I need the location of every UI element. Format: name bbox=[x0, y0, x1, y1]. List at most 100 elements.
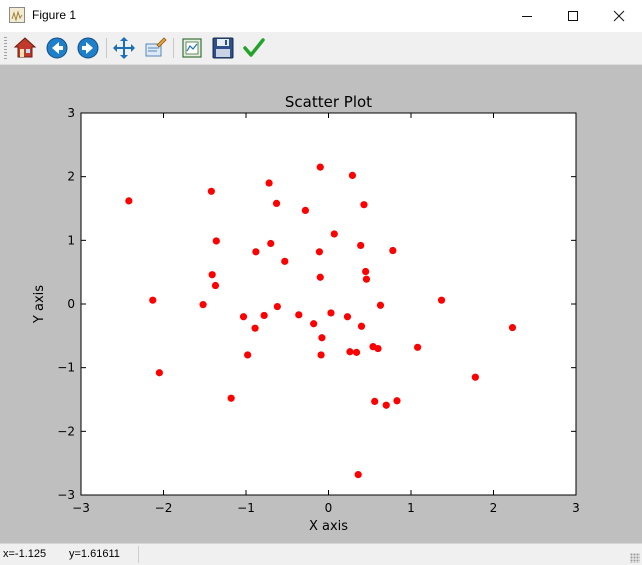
x-tick-label: 0 bbox=[325, 501, 333, 515]
x-tick-label: −3 bbox=[72, 501, 90, 515]
scatter-point bbox=[272, 199, 281, 208]
scatter-point bbox=[376, 301, 385, 309]
scatter-point bbox=[301, 206, 309, 215]
subplots-button[interactable] bbox=[179, 35, 205, 61]
status-bar: x=-1.125 y=1.61611 bbox=[0, 543, 642, 565]
scatter-point bbox=[155, 369, 163, 377]
scatter-point bbox=[437, 296, 446, 304]
scatter-point bbox=[362, 275, 371, 283]
scatter-point bbox=[252, 248, 260, 256]
y-tick-label: 0 bbox=[67, 297, 75, 311]
scatter-point bbox=[211, 281, 220, 290]
checkmark-icon bbox=[243, 38, 265, 57]
pan-button[interactable] bbox=[111, 35, 137, 61]
back-button[interactable] bbox=[44, 35, 70, 61]
window-title-bar[interactable]: Figure 1 bbox=[0, 0, 642, 32]
home-button[interactable] bbox=[12, 35, 38, 61]
scatter-point bbox=[389, 246, 397, 255]
scatter-point bbox=[310, 320, 318, 328]
scatter-point bbox=[471, 373, 479, 381]
scatter-point bbox=[393, 397, 401, 405]
maximize-icon bbox=[568, 11, 578, 21]
scatter-point bbox=[199, 301, 207, 309]
scatter-point bbox=[371, 397, 379, 406]
scatter-point bbox=[125, 197, 133, 205]
status-divider bbox=[138, 546, 139, 563]
toolbar-separator bbox=[106, 38, 107, 58]
scatter-point bbox=[414, 343, 422, 351]
cursor-x-readout: x=-1.125 bbox=[3, 548, 47, 560]
floppy-disk-icon bbox=[212, 37, 234, 59]
toolbar-grip[interactable] bbox=[4, 37, 7, 59]
window-title: Figure 1 bbox=[32, 8, 77, 22]
scatter-point bbox=[354, 471, 362, 479]
save-button[interactable] bbox=[210, 35, 236, 61]
scatter-point bbox=[382, 401, 390, 409]
scatter-point bbox=[346, 348, 354, 356]
maximize-button[interactable] bbox=[550, 0, 596, 32]
scatter-point bbox=[360, 201, 368, 209]
y-tick-label: 1 bbox=[67, 233, 75, 247]
subplots-icon bbox=[182, 38, 202, 58]
x-tick-label: 3 bbox=[572, 501, 580, 515]
zoom-rect-icon bbox=[145, 37, 167, 57]
chart-title: Scatter Plot bbox=[285, 93, 372, 111]
y-tick-label: 2 bbox=[67, 170, 75, 184]
scatter-point bbox=[352, 348, 361, 356]
minimize-button[interactable] bbox=[504, 0, 550, 32]
y-tick-label: −3 bbox=[57, 488, 75, 502]
x-tick-label: 1 bbox=[407, 501, 415, 515]
y-tick-label: −1 bbox=[57, 361, 75, 375]
scatter-points bbox=[125, 163, 517, 479]
scatter-point bbox=[357, 241, 365, 250]
scatter-point bbox=[317, 351, 325, 359]
scatter-point bbox=[281, 257, 289, 265]
scatter-point bbox=[374, 344, 382, 353]
scatter-point bbox=[239, 313, 248, 321]
x-tick-label: −2 bbox=[155, 501, 173, 515]
plot-area[interactable] bbox=[80, 112, 577, 496]
scatter-point bbox=[207, 187, 215, 195]
scatter-point bbox=[244, 351, 252, 359]
close-icon bbox=[613, 10, 625, 22]
scatter-point bbox=[316, 163, 324, 171]
scatter-point bbox=[315, 248, 324, 256]
scatter-point bbox=[227, 394, 235, 402]
scatter-point bbox=[149, 296, 157, 304]
x-axis-label: X axis bbox=[309, 519, 348, 534]
y-tick-label: 3 bbox=[67, 106, 75, 120]
scatter-point bbox=[267, 239, 275, 248]
scatter-point bbox=[273, 302, 281, 311]
scatter-point bbox=[316, 273, 324, 281]
edit-button[interactable] bbox=[241, 35, 267, 61]
cursor-y-readout: y=1.61611 bbox=[69, 548, 120, 560]
scatter-point bbox=[212, 237, 220, 245]
figure-app-icon bbox=[9, 7, 25, 23]
scatter-point bbox=[260, 311, 268, 320]
scatter-point bbox=[343, 313, 352, 321]
scatter-point bbox=[251, 324, 259, 332]
back-arrow-icon bbox=[46, 37, 68, 59]
toolbar-separator bbox=[173, 38, 174, 58]
pan-arrows-icon bbox=[113, 37, 135, 59]
y-axis-label: Y axis bbox=[32, 285, 47, 324]
home-icon bbox=[13, 37, 37, 58]
scatter-point bbox=[295, 311, 303, 319]
scatter-chart[interactable]: Scatter Plot −3 −2 −1 0 1 2 3 −3 −2 −1 0 1 2 3 X axis… bbox=[0, 65, 642, 543]
forward-arrow-icon bbox=[77, 37, 99, 59]
minimize-icon bbox=[522, 16, 532, 17]
x-tick-label: 2 bbox=[490, 501, 498, 515]
scatter-point bbox=[318, 334, 326, 342]
scatter-point bbox=[362, 267, 370, 276]
y-tick-label: −2 bbox=[57, 424, 75, 438]
close-button[interactable] bbox=[596, 0, 642, 32]
scatter-point bbox=[348, 171, 357, 179]
resize-grip[interactable] bbox=[630, 553, 640, 563]
zoom-button[interactable] bbox=[142, 35, 168, 61]
scatter-point bbox=[357, 322, 366, 330]
scatter-point bbox=[265, 179, 273, 187]
figure-canvas[interactable]: Scatter Plot −3 −2 −1 0 1 2 3 −3 −2 −1 0 1 2 3 X axis… bbox=[0, 65, 642, 543]
forward-button[interactable] bbox=[75, 35, 101, 61]
scatter-point bbox=[327, 309, 335, 317]
scatter-point bbox=[508, 323, 517, 332]
